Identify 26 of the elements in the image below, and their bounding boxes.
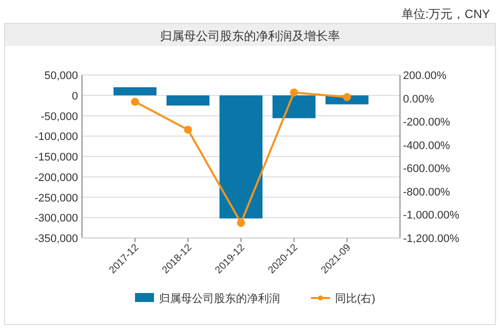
point — [343, 93, 351, 102]
point — [184, 126, 192, 134]
y-tick-label: 0 — [72, 90, 78, 102]
point — [290, 88, 298, 96]
point — [131, 98, 139, 106]
text: 单位:万元，CNY — [401, 7, 490, 21]
y-tick-label: -100,000 — [34, 131, 78, 144]
y2-tick-label: -200.00% — [403, 116, 450, 129]
point — [237, 218, 245, 227]
y-tick-label: -150,000 — [34, 152, 78, 164]
y-tick-label: -300,000 — [34, 212, 78, 225]
y-tick-label: -350,000 — [34, 233, 78, 245]
legend-label: 同比(右) — [335, 292, 376, 305]
y2-tick-label: 200.00% — [403, 70, 447, 82]
y2-tick-label: -800.00% — [403, 186, 450, 198]
y-tick-label: -250,000 — [34, 192, 78, 204]
legend-label: 归属母公司股东的净利润 — [159, 292, 280, 305]
y2-tick-label: -600.00% — [403, 163, 450, 176]
y-tick-label: 50,000 — [44, 70, 78, 82]
y2-tick-label: -1,200.00% — [403, 233, 460, 245]
y-tick-label: -50,000 — [40, 110, 78, 123]
y2-tick-label: -400.00% — [403, 140, 450, 152]
chart-title: 归属母公司股东的净利润及增长率 — [160, 29, 340, 43]
y2-tick-label: -1,000.00% — [403, 210, 460, 222]
y-tick-label: -200,000 — [34, 172, 78, 184]
y2-tick-label: 0.00% — [403, 93, 434, 106]
